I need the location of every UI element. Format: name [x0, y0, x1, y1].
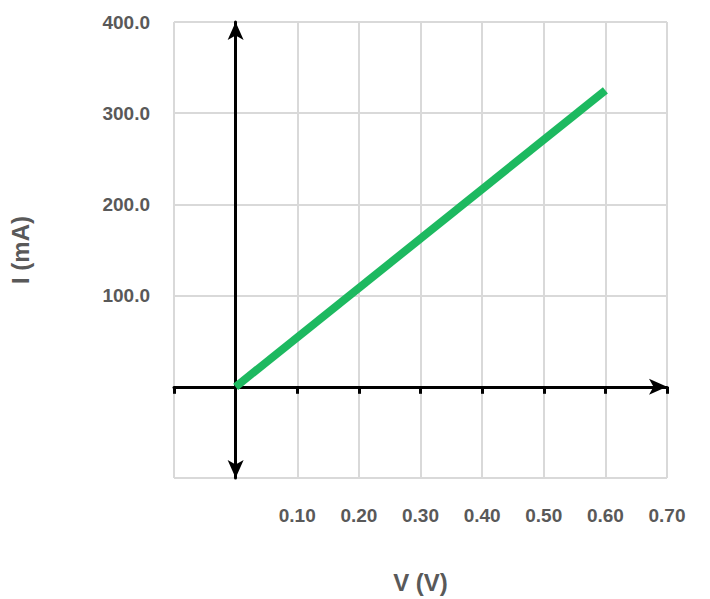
svg-text:300.0: 300.0	[102, 103, 150, 124]
svg-text:400.0: 400.0	[102, 12, 150, 33]
svg-text:0.40: 0.40	[464, 505, 501, 526]
svg-text:0.50: 0.50	[525, 505, 562, 526]
svg-text:0.10: 0.10	[279, 505, 316, 526]
svg-text:I (mA): I (mA)	[7, 216, 34, 284]
svg-text:200.0: 200.0	[102, 194, 150, 215]
svg-text:V (V): V (V)	[393, 569, 448, 596]
svg-text:0.60: 0.60	[587, 505, 624, 526]
svg-text:0.70: 0.70	[649, 505, 686, 526]
svg-text:0.20: 0.20	[340, 505, 377, 526]
svg-text:0.30: 0.30	[402, 505, 439, 526]
svg-text:100.0: 100.0	[102, 285, 150, 306]
